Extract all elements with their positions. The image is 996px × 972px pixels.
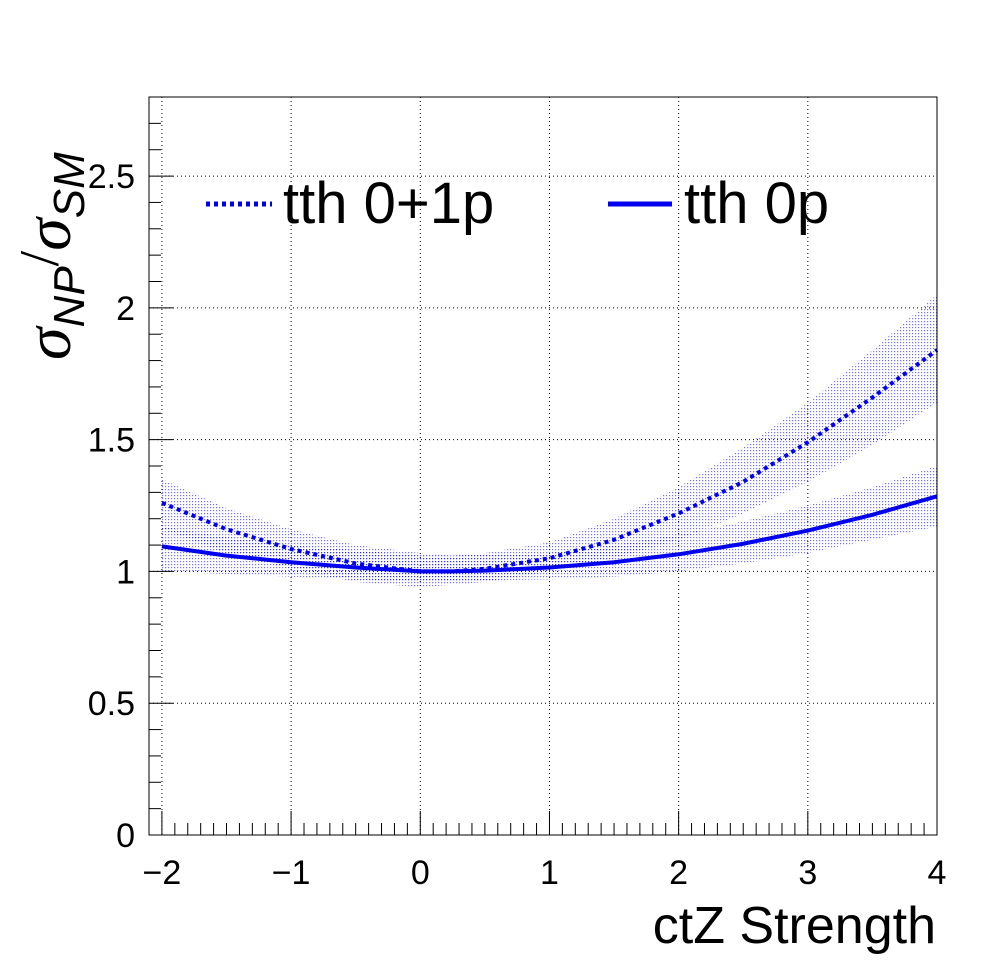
y-tick-label: 1 [116,553,135,591]
legend: tth 0+1p tth 0p [206,171,829,236]
x-tick-label: 2 [669,854,688,892]
line-series-2 [161,494,938,574]
y-label-sigma-np: σ [12,325,85,360]
y-label-sm-subscript: SM [45,152,94,218]
y-label-sigma-sm: σ [12,216,85,251]
x-tick-label: 4 [928,854,947,892]
y-axis-label: σNP/σSM [9,152,94,360]
y-tick-label: 2.5 [88,158,135,196]
x-tick-label: −1 [272,854,311,892]
y-tick-label: 1.5 [88,422,135,460]
y-tick-label: 0 [116,817,135,855]
x-axis-label: ctZ Strength [653,897,936,955]
x-tick-label: 1 [540,854,559,892]
tick-labels: −2 −1 0 1 2 3 4 0 0.5 1 1.5 2 2.5 [88,158,947,892]
y-label-np-subscript: NP [45,266,94,328]
series-lines [161,348,939,574]
x-tick-label: 3 [798,854,817,892]
legend-label-series-1: tth 0+1p [283,171,494,236]
x-tick-label: −2 [143,854,182,892]
axis-ticks [148,96,938,836]
y-tick-label: 2 [116,290,135,328]
band-series-1 [161,294,937,588]
uncertainty-bands [161,294,937,588]
x-tick-label: 0 [411,854,430,892]
legend-label-series-2: tth 0p [684,171,829,236]
y-tick-label: 0.5 [88,685,135,723]
y-label-slash: / [9,250,71,266]
band-series-2 [161,466,937,582]
